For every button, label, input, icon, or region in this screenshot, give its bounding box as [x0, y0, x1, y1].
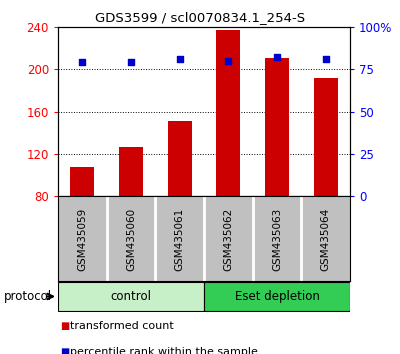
Text: GSM435060: GSM435060: [126, 207, 136, 270]
Text: percentile rank within the sample: percentile rank within the sample: [70, 347, 258, 354]
Bar: [168, 121, 192, 196]
Point: [225, 58, 232, 63]
Text: GDS3599 / scl0070834.1_254-S: GDS3599 / scl0070834.1_254-S: [95, 11, 305, 24]
Point: [322, 56, 329, 62]
Text: protocol: protocol: [4, 290, 52, 303]
Bar: [216, 30, 240, 196]
Text: GSM435063: GSM435063: [272, 207, 282, 270]
Text: transformed count: transformed count: [70, 321, 174, 331]
Bar: [70, 167, 94, 196]
FancyBboxPatch shape: [204, 282, 350, 311]
Text: GSM435064: GSM435064: [321, 207, 331, 270]
Text: ■: ■: [60, 321, 69, 331]
Bar: [314, 78, 338, 196]
Point: [79, 59, 86, 65]
Point: [128, 59, 134, 65]
Text: Eset depletion: Eset depletion: [234, 290, 320, 303]
FancyBboxPatch shape: [58, 282, 204, 311]
Text: control: control: [110, 290, 152, 303]
Text: GSM435062: GSM435062: [223, 207, 233, 270]
Bar: [265, 58, 289, 196]
Bar: [119, 147, 143, 196]
Text: GSM435061: GSM435061: [175, 207, 185, 270]
Point: [274, 54, 280, 60]
Point: [176, 56, 183, 62]
Text: ■: ■: [60, 347, 69, 354]
Text: GSM435059: GSM435059: [77, 207, 87, 270]
